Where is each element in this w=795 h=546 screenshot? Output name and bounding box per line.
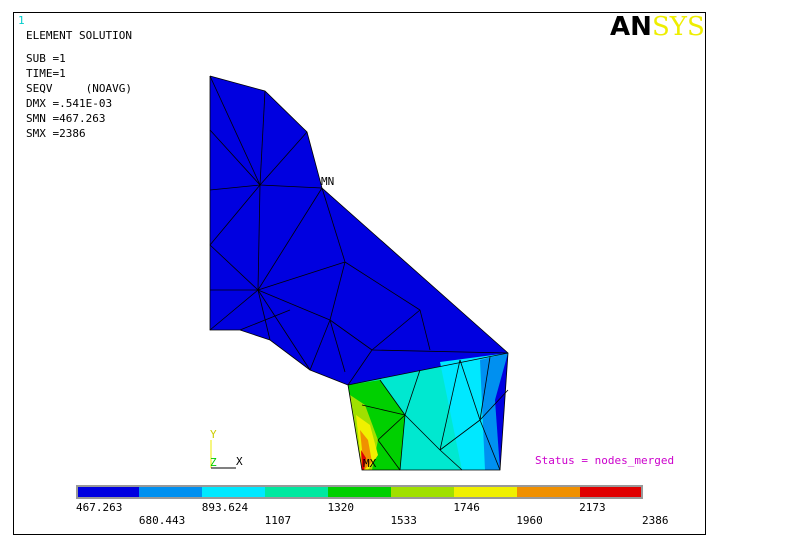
legend-label: 2386 [642,514,669,527]
header-line: DMX =.541E-03 [26,97,112,110]
model [209,75,509,471]
legend-label: 1533 [390,514,417,527]
max-marker: MX [363,457,377,470]
legend-label: 893.624 [202,501,249,514]
legend-label: 1107 [265,514,292,527]
triad-y: Y [210,428,217,441]
blue-corner [495,353,508,470]
triad: Y Z X [210,428,243,469]
mesh-lines [209,75,509,471]
red-region [361,450,366,470]
header-line: TIME=1 [26,67,66,80]
legend-label: 2173 [579,501,606,514]
triad-x: X [236,455,243,468]
blue-region [210,76,508,385]
legend-label: 1960 [516,514,543,527]
plot-title: ELEMENT SOLUTION [26,29,132,42]
header-line: SMN =467.263 [26,112,105,125]
header-line: SUB =1 [26,52,66,65]
status-text: Status = nodes_merged [535,454,674,467]
window-number: 1 [18,14,25,27]
logo-an: AN [610,12,652,42]
legend-label: 680.443 [139,514,185,527]
min-marker: MN [321,175,334,188]
triad-z: Z [210,456,217,469]
color-bar [76,485,643,499]
legend-label: 1320 [328,501,355,514]
logo-sys: SYS [652,12,705,42]
header-line: SEQV (NOAVG) [26,82,132,95]
legend-label: 467.263 [76,501,122,514]
legend-label: 1746 [453,501,480,514]
header-line: SMX =2386 [26,127,86,140]
